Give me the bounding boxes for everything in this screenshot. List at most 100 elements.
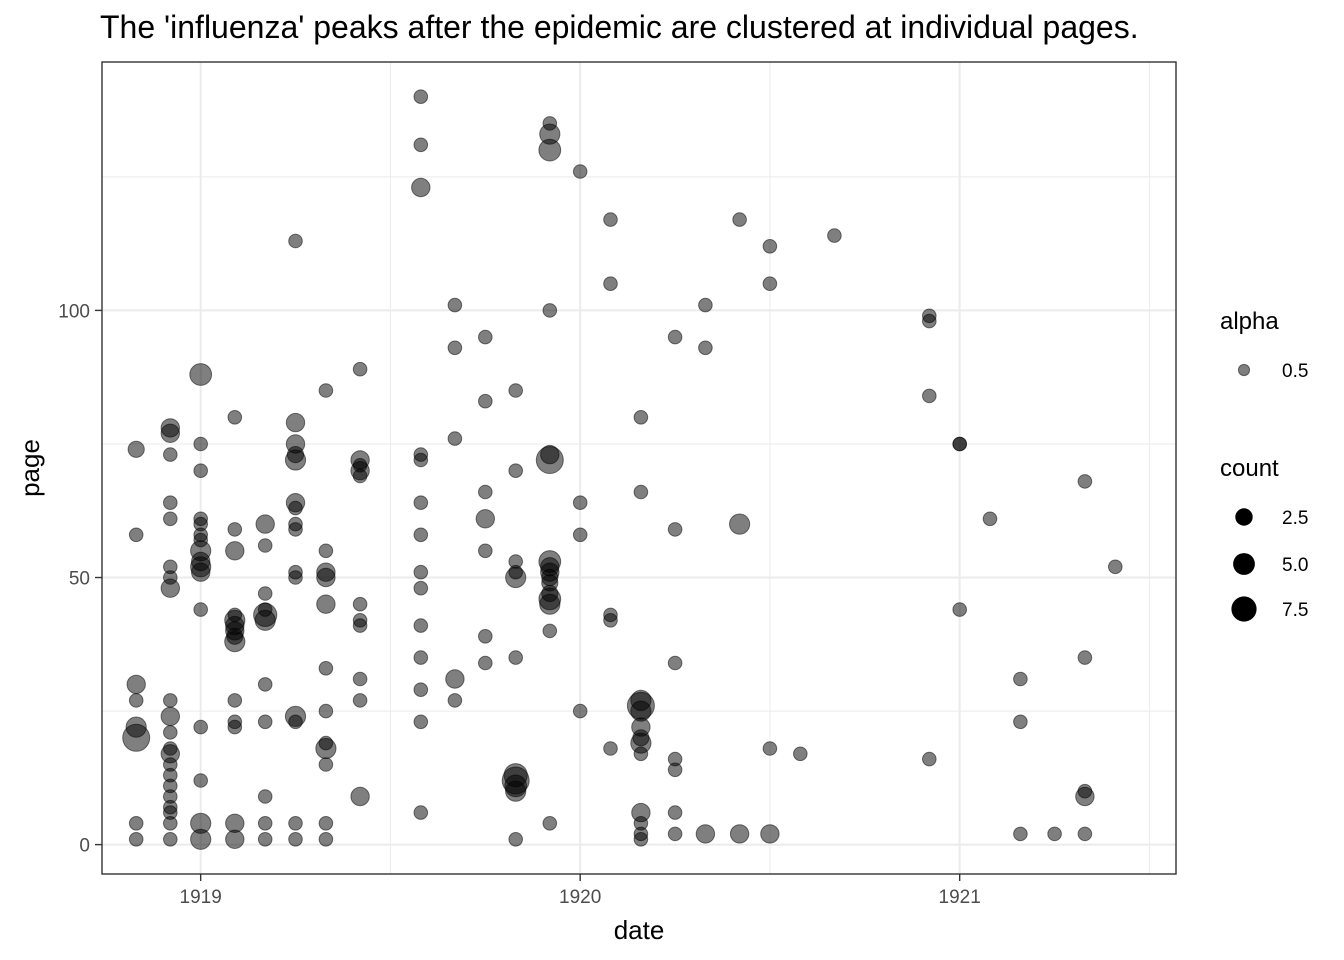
data-point xyxy=(163,495,178,511)
data-point xyxy=(227,410,243,425)
data-point xyxy=(475,509,495,529)
data-point xyxy=(193,773,208,788)
data-point xyxy=(542,816,558,831)
data-point xyxy=(539,593,561,615)
data-point xyxy=(478,484,493,500)
data-point xyxy=(538,138,562,162)
data-point xyxy=(508,650,524,665)
data-point xyxy=(288,570,303,585)
data-point xyxy=(572,527,588,543)
data-point xyxy=(542,623,558,639)
data-point xyxy=(318,543,334,559)
data-point xyxy=(318,757,334,772)
data-point xyxy=(163,725,178,740)
data-point xyxy=(352,596,368,612)
data-point xyxy=(603,613,618,628)
data-point xyxy=(478,329,493,345)
grid xyxy=(102,62,1176,874)
data-point xyxy=(163,511,178,527)
data-point xyxy=(254,609,276,631)
data-point xyxy=(478,393,493,409)
data-point xyxy=(732,212,747,227)
data-point xyxy=(160,706,181,727)
data-point xyxy=(352,693,368,708)
data-point xyxy=(227,522,243,537)
data-point xyxy=(288,500,303,516)
data-point xyxy=(667,826,683,842)
data-point xyxy=(191,562,211,582)
data-point xyxy=(667,805,683,820)
data-point xyxy=(1108,559,1123,575)
data-point xyxy=(413,618,429,633)
legend-count-label: 7.5 xyxy=(1282,600,1308,621)
data-point xyxy=(413,650,429,665)
data-point xyxy=(163,816,178,831)
y-tick-label: 100 xyxy=(58,301,90,322)
data-point xyxy=(284,449,307,471)
data-point xyxy=(762,276,778,292)
data-point xyxy=(257,677,273,692)
data-point xyxy=(318,383,334,398)
data-point xyxy=(288,522,303,537)
data-point xyxy=(227,719,243,735)
data-point xyxy=(762,239,778,254)
legend-alpha-label: 0.5 xyxy=(1282,361,1308,382)
data-point xyxy=(128,693,144,708)
data-point xyxy=(350,786,370,807)
data-point xyxy=(352,671,368,687)
data-point xyxy=(257,789,273,804)
data-point xyxy=(257,832,273,847)
legend-count-key-point xyxy=(1231,596,1257,622)
data-point xyxy=(413,527,429,543)
data-points xyxy=(122,89,1123,850)
legend-count-label: 5.0 xyxy=(1282,555,1308,576)
data-point xyxy=(160,423,181,443)
data-point xyxy=(352,618,368,633)
data-point xyxy=(352,468,368,484)
data-point xyxy=(288,816,303,831)
data-point xyxy=(193,463,208,479)
data-point xyxy=(508,463,524,479)
data-point xyxy=(193,602,208,617)
data-point xyxy=(698,340,713,356)
data-point xyxy=(316,594,336,614)
data-point xyxy=(227,693,243,708)
data-point xyxy=(447,431,463,446)
data-point xyxy=(603,276,618,292)
data-point xyxy=(413,580,429,596)
data-point xyxy=(163,693,178,708)
data-point xyxy=(827,228,842,243)
data-point xyxy=(729,513,751,535)
legend-alpha-key-point xyxy=(1237,363,1251,377)
data-point xyxy=(163,832,178,847)
data-point xyxy=(1047,826,1062,842)
data-point xyxy=(762,741,778,756)
legend-count-label: 2.5 xyxy=(1282,508,1308,529)
data-point xyxy=(189,363,213,386)
data-point xyxy=(982,511,998,527)
data-point xyxy=(193,719,208,735)
data-point xyxy=(318,703,334,719)
data-point xyxy=(447,297,463,313)
data-point xyxy=(633,832,649,847)
data-point xyxy=(413,137,429,153)
data-point xyxy=(122,723,151,752)
data-point xyxy=(633,410,649,425)
data-point xyxy=(922,313,937,329)
data-point xyxy=(667,329,683,345)
data-point xyxy=(352,361,368,377)
data-point xyxy=(257,816,273,831)
data-point xyxy=(698,297,713,313)
data-point xyxy=(1075,786,1095,807)
y-axis-title: page xyxy=(15,439,45,497)
data-point xyxy=(633,746,649,762)
y-tick-label: 50 xyxy=(69,569,90,590)
data-point xyxy=(128,527,144,543)
x-tick-label: 1921 xyxy=(939,887,981,908)
legend-count-title: count xyxy=(1220,455,1279,482)
data-point xyxy=(1077,474,1093,489)
data-point xyxy=(1013,826,1028,842)
data-point xyxy=(478,543,493,559)
legend-count-key-point xyxy=(1235,508,1253,526)
